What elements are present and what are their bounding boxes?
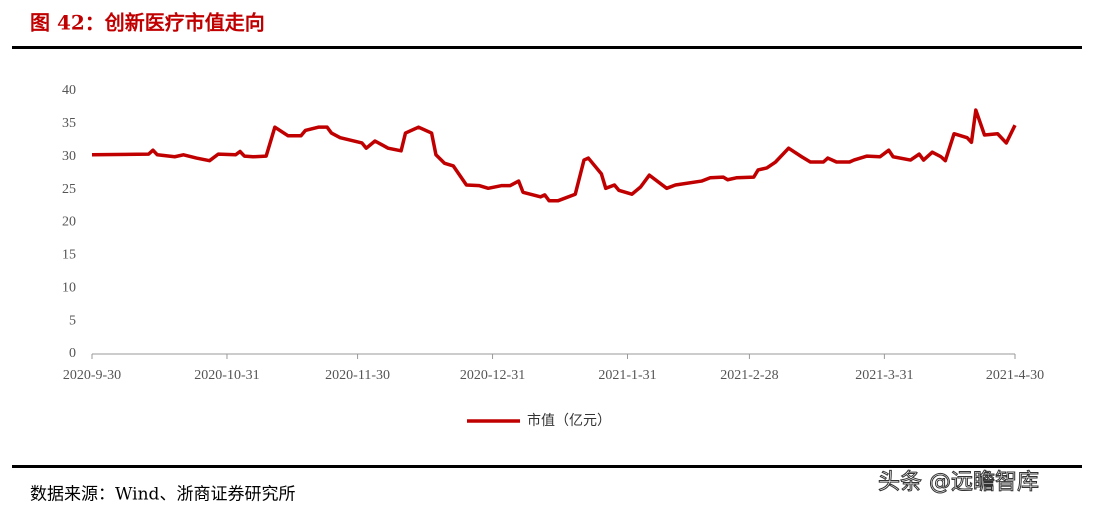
title-rule xyxy=(12,46,1082,49)
watermark: 头条 @远瞻智库 xyxy=(878,470,1039,495)
source: 数据来源：Wind、浙商证券研究所 xyxy=(30,485,295,505)
y-tick-label: 25 xyxy=(62,182,76,197)
y-tick-label: 0 xyxy=(69,346,76,361)
x-tick-label: 2020-9-30 xyxy=(63,368,121,383)
footer-rule xyxy=(12,465,1082,468)
y-tick-label: 10 xyxy=(62,280,76,295)
y-tick-label: 20 xyxy=(62,215,76,230)
x-tick-label: 2020-12-31 xyxy=(460,368,525,383)
x-tick-label: 2021-4-30 xyxy=(986,368,1044,383)
x-tick-label: 2021-3-31 xyxy=(855,368,913,383)
y-tick-label: 40 xyxy=(62,83,76,98)
line xyxy=(91,108,1017,203)
chart-title: 图 42：创新医疗市值走向 xyxy=(30,11,265,35)
legend-label: 市值（亿元） xyxy=(527,412,611,429)
x-tick-label: 2021-2-28 xyxy=(720,368,778,383)
x-tick-label: 2020-10-31 xyxy=(194,368,259,383)
y-tick-label: 35 xyxy=(62,116,76,131)
y-tick-label: 30 xyxy=(62,149,76,164)
x-tick-label: 2020-11-30 xyxy=(325,368,390,383)
x-tick-label: 2021-1-31 xyxy=(598,368,656,383)
y-tick-label: 15 xyxy=(62,248,76,263)
y-tick-label: 5 xyxy=(69,313,76,328)
